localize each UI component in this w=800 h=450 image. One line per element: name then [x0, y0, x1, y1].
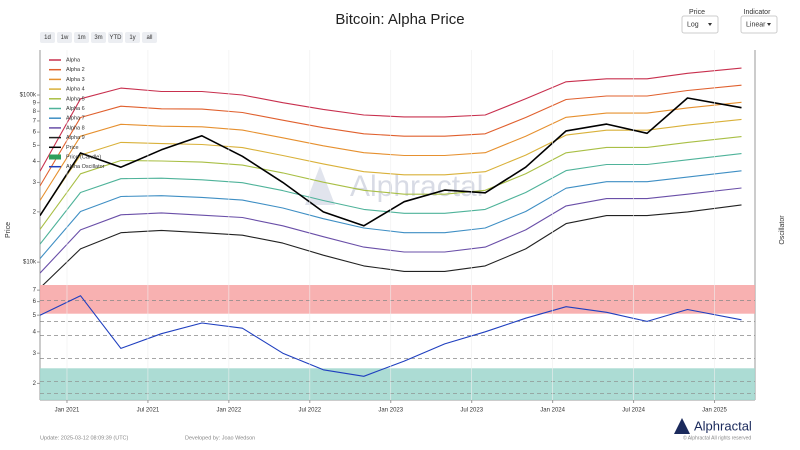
x-tick-label: Jul 2022 — [298, 408, 321, 414]
y-tick-label: 7 — [33, 119, 37, 125]
y-tick-label: 5 — [33, 313, 37, 319]
price-scale-label: Price — [689, 9, 705, 16]
y-tick-label: 3 — [33, 180, 37, 186]
range-button-label: 1w — [61, 35, 69, 41]
y-tick-label: 7 — [33, 288, 37, 294]
rights-text: © Alphractal All rights reserved — [683, 434, 751, 441]
indicator-scale-value: Linear — [746, 21, 766, 28]
y-tick-label: $100k — [20, 93, 37, 99]
series-line — [40, 97, 742, 227]
range-button[interactable] — [74, 32, 89, 43]
x-tick-label: Jan 2022 — [217, 408, 242, 414]
range-button-label: all — [146, 35, 152, 41]
legend-label: Alpha 8 — [66, 125, 85, 131]
legend-label: Alpha 2 — [66, 67, 85, 73]
price-scale-select[interactable] — [681, 15, 719, 34]
x-tick-label: Jul 2021 — [137, 408, 160, 414]
legend-label: Price — [66, 145, 79, 151]
range-button[interactable] — [125, 32, 140, 43]
series-line — [40, 136, 742, 230]
brand-name: Alphractal — [694, 418, 752, 433]
developer-text: Developed by: Joao Wedson — [185, 435, 255, 441]
x-tick-label: Jan 2024 — [540, 408, 565, 414]
y-axis-title: Price — [5, 222, 12, 238]
plot-area — [40, 285, 755, 400]
series-line — [40, 101, 742, 201]
brand-logo — [674, 418, 690, 434]
y-tick-label: 4 — [33, 329, 37, 335]
series-line — [40, 295, 742, 377]
watermark-logo — [305, 166, 335, 205]
range-button[interactable] — [57, 32, 72, 43]
y-tick-label: $10k — [23, 260, 37, 266]
series-line — [40, 187, 742, 274]
dropdown-arrow — [767, 23, 771, 26]
legend-label: Alpha 7 — [66, 116, 85, 122]
indicator-scale-select[interactable] — [740, 15, 778, 34]
range-button-label: YTD — [110, 35, 123, 41]
chart-title: Bitcoin: Alpha Price — [335, 11, 464, 28]
y-tick-label: 3 — [33, 351, 37, 357]
dropdown-arrow — [708, 23, 712, 26]
y-tick-label: 6 — [33, 130, 37, 136]
series-line — [40, 153, 742, 245]
series-line — [40, 118, 742, 216]
update-text: Update: 2025-03-12 08:09:39 (UTC) — [40, 435, 129, 441]
legend-label: Alpha 5 — [66, 96, 85, 102]
x-tick-label: Jul 2023 — [460, 408, 483, 414]
y-tick-label: 2 — [33, 209, 37, 215]
legend-label: Alpha 4 — [66, 87, 85, 93]
range-button-label: 1d — [44, 35, 51, 41]
range-button[interactable] — [142, 32, 157, 43]
legend-label: Alpha Oscillator — [66, 164, 105, 170]
y-tick-label: 5 — [33, 143, 37, 149]
series-line — [40, 84, 742, 187]
range-button[interactable] — [91, 32, 106, 43]
x-tick-label: Jul 2024 — [622, 408, 645, 414]
legend-swatch — [49, 154, 61, 160]
x-tick-label: Jan 2021 — [55, 408, 80, 414]
y-tick-label: 9 — [33, 100, 37, 106]
series-line — [42, 204, 742, 285]
y-tick-label: 2 — [33, 381, 37, 387]
range-button-label: 1m — [77, 35, 85, 41]
plot-area — [40, 67, 742, 285]
legend-label: Alpha 9 — [66, 135, 85, 141]
y-tick-label: 6 — [33, 299, 37, 305]
range-button-label: 3m — [94, 35, 102, 41]
price-scale-value: Log — [687, 21, 699, 28]
y2-axis-title: Oscillator — [779, 215, 786, 245]
x-tick-label: Jan 2023 — [378, 408, 403, 414]
legend-label: Alpha 6 — [66, 106, 85, 112]
range-button-label: 1y — [129, 35, 135, 41]
indicator-scale-label: Indicator — [744, 9, 772, 16]
y-tick-label: 4 — [33, 159, 37, 165]
range-button[interactable] — [40, 32, 55, 43]
zone — [40, 285, 755, 314]
series-line — [40, 170, 742, 259]
zone — [40, 368, 755, 400]
legend-label: Price (Candle) — [66, 154, 101, 160]
x-tick-label: Jan 2025 — [702, 408, 727, 414]
legend-label: Alpha 3 — [66, 77, 85, 83]
legend-label: Alpha — [66, 57, 81, 63]
y-tick-label: 8 — [33, 109, 37, 115]
range-button[interactable] — [108, 32, 123, 43]
series-line — [40, 67, 742, 172]
